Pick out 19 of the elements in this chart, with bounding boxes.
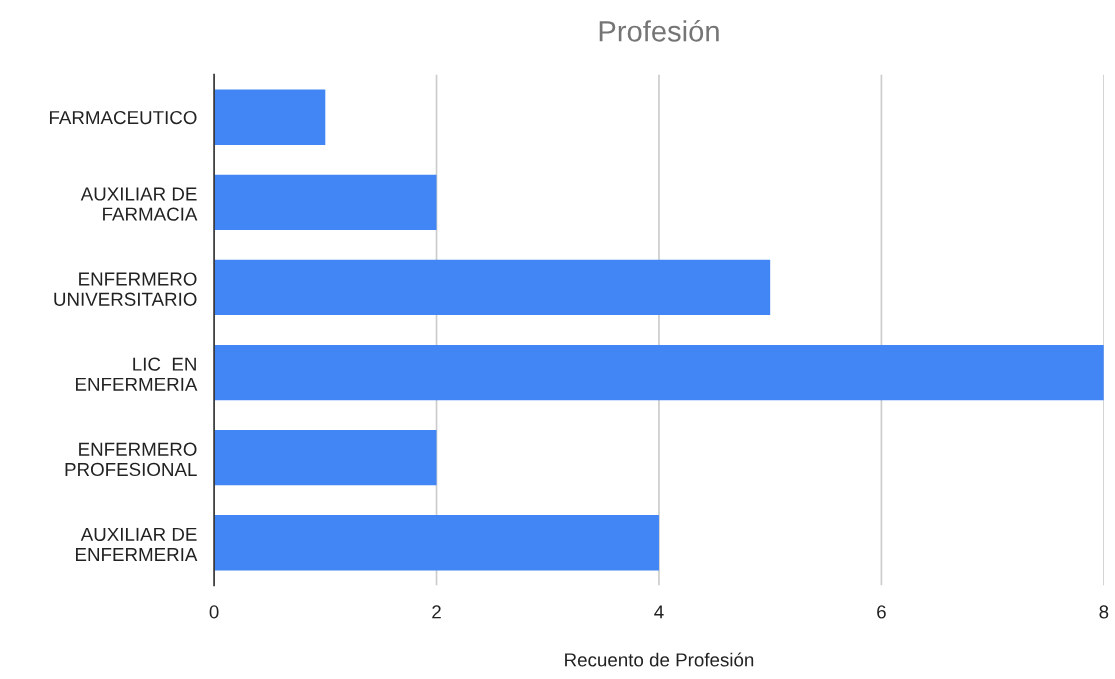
bar <box>214 259 771 316</box>
bar <box>214 89 326 145</box>
x-tick-label: 2 <box>432 605 441 619</box>
x-tick-label: 8 <box>1099 605 1109 619</box>
x-tick-label: 4 <box>654 605 664 619</box>
chart-title: Profesión <box>599 19 719 42</box>
bar <box>214 515 659 571</box>
y-tick-label: AUXILIAR DE FARMACIA <box>80 187 198 221</box>
y-tick-label: FARMACEUTICO <box>49 110 197 125</box>
x-axis-title: Recuento de Profesión <box>565 652 754 667</box>
x-tick-label: 6 <box>877 605 886 619</box>
y-tick-label: ENFERMERO PROFESIONAL <box>65 442 197 477</box>
y-tick-label: LIC EN ENFERMERIA <box>76 357 198 391</box>
y-tick-label: AUXILIAR DE ENFERMERIA <box>76 527 198 561</box>
bar <box>214 429 437 486</box>
bar <box>214 344 1104 401</box>
x-tick-label: 0 <box>209 605 219 619</box>
bar <box>214 174 437 230</box>
y-tick-label: ENFERMERO UNIVERSITARIO <box>54 272 197 306</box>
